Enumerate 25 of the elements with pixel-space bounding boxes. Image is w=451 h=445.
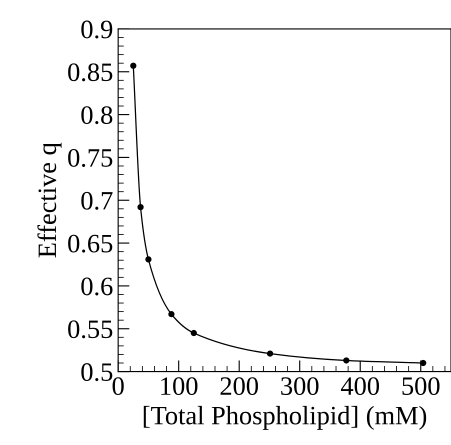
y-tick-label: 0.7 xyxy=(81,192,113,210)
point xyxy=(130,62,136,69)
y-tick-label: 0.55 xyxy=(68,320,112,338)
x-axis-title: [Total Phospholipid] (mM) xyxy=(144,406,426,430)
point xyxy=(420,360,426,366)
y-tick-label: 0.75 xyxy=(68,149,112,167)
point xyxy=(137,204,144,210)
x-tick-label: 300 xyxy=(281,377,318,396)
y-tick-label: 0.85 xyxy=(68,63,112,82)
x-tick-label: 500 xyxy=(402,377,440,396)
x-tick-label: 400 xyxy=(340,377,380,396)
point xyxy=(343,357,350,364)
point xyxy=(168,311,175,318)
x-tick-label: 100 xyxy=(161,377,198,396)
x-tick-label: 200 xyxy=(220,377,258,396)
y-tick-label: 0.5 xyxy=(81,363,112,382)
point xyxy=(145,256,152,262)
y-tick-label: 0.6 xyxy=(81,278,113,296)
x-tick-label: 0 xyxy=(112,377,124,396)
point xyxy=(266,350,274,357)
point xyxy=(190,330,197,336)
y-tick-label: 0.65 xyxy=(68,234,112,253)
y-axis-title: Effective q xyxy=(37,142,62,258)
y-tick-label: 0.8 xyxy=(81,106,112,124)
y-tick-label: 0.9 xyxy=(81,20,112,38)
